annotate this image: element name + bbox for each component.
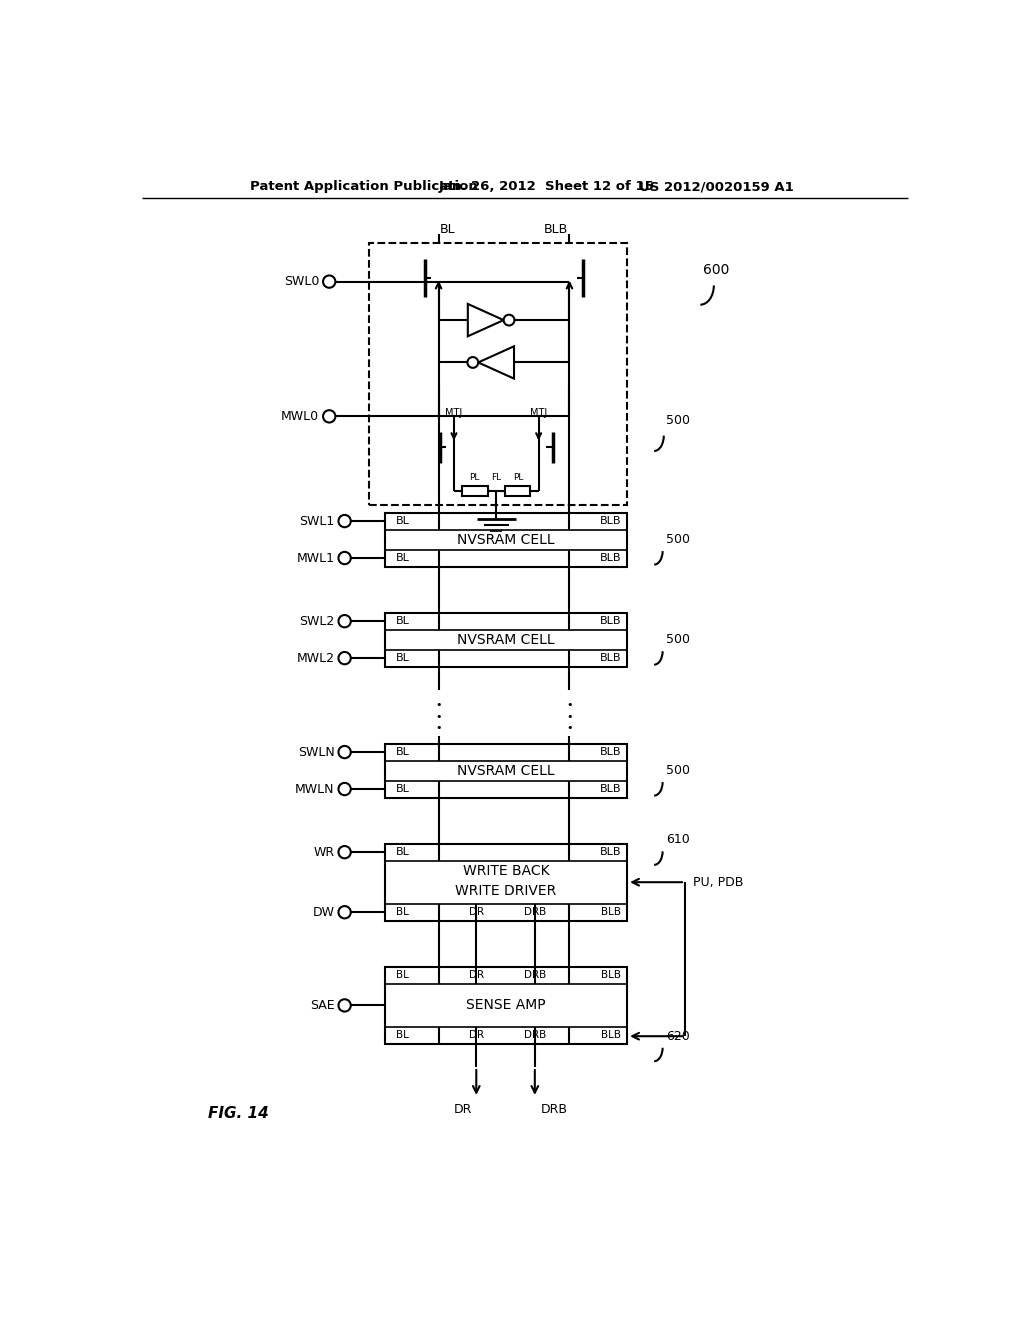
Text: BLB: BLB (544, 223, 568, 236)
Text: SWL0: SWL0 (284, 275, 319, 288)
Text: SWL2: SWL2 (299, 615, 335, 628)
Text: BLB: BLB (599, 616, 621, 626)
Text: •: • (566, 723, 572, 733)
Text: PL: PL (470, 473, 480, 482)
Text: MWL0: MWL0 (281, 409, 319, 422)
Text: BLB: BLB (599, 516, 621, 527)
Text: BLB: BLB (599, 784, 621, 795)
Text: MWL2: MWL2 (297, 652, 335, 665)
Text: •: • (566, 711, 572, 722)
Text: 610: 610 (666, 833, 689, 846)
Text: 500: 500 (666, 413, 690, 426)
Text: BLB: BLB (599, 747, 621, 758)
Text: BLB: BLB (601, 970, 621, 981)
Text: WRITE DRIVER: WRITE DRIVER (456, 884, 557, 899)
Text: SENSE AMP: SENSE AMP (466, 998, 546, 1012)
Text: Patent Application Publication: Patent Application Publication (250, 181, 477, 194)
Text: BL: BL (396, 616, 410, 626)
Text: BLB: BLB (599, 847, 621, 857)
Text: BLB: BLB (599, 553, 621, 564)
Text: DRB: DRB (524, 907, 546, 917)
Text: DW: DW (312, 906, 335, 919)
Text: 500: 500 (666, 634, 690, 647)
Text: BL: BL (396, 784, 410, 795)
Text: •: • (566, 700, 572, 710)
Text: DRB: DRB (524, 970, 546, 981)
Text: SWL1: SWL1 (299, 515, 335, 528)
Text: MWL1: MWL1 (297, 552, 335, 565)
Text: •: • (435, 723, 441, 733)
Bar (385, 966, 628, 1044)
Text: BLB: BLB (601, 1031, 621, 1040)
Text: 620: 620 (666, 1030, 689, 1043)
Text: DR: DR (469, 1031, 484, 1040)
Text: MWLN: MWLN (295, 783, 335, 796)
Text: DRB: DRB (541, 1102, 568, 1115)
Text: BL: BL (396, 516, 410, 527)
Text: BL: BL (396, 847, 410, 857)
Bar (463, 486, 487, 496)
Text: PU, PDB: PU, PDB (692, 875, 743, 888)
Text: •: • (435, 700, 441, 710)
Text: •: • (435, 711, 441, 722)
Text: BL: BL (440, 223, 456, 236)
Text: 500: 500 (666, 533, 690, 546)
Text: NVSRAM CELL: NVSRAM CELL (457, 532, 555, 546)
Text: BL: BL (396, 653, 410, 663)
Text: NVSRAM CELL: NVSRAM CELL (457, 763, 555, 777)
Text: MTJ: MTJ (445, 408, 463, 417)
Text: BL: BL (396, 553, 410, 564)
Text: WR: WR (313, 846, 335, 859)
Text: 500: 500 (666, 764, 690, 777)
Bar (385, 843, 628, 921)
Text: MTJ: MTJ (530, 408, 547, 417)
Text: 600: 600 (702, 263, 729, 277)
Text: BL: BL (396, 907, 409, 917)
Text: FIG. 14: FIG. 14 (208, 1106, 268, 1121)
Text: SWLN: SWLN (298, 746, 335, 759)
Text: PL: PL (513, 473, 523, 482)
Text: BL: BL (396, 970, 409, 981)
Bar (505, 486, 530, 496)
Bar (370, 243, 628, 506)
Text: BLB: BLB (601, 907, 621, 917)
Text: US 2012/0020159 A1: US 2012/0020159 A1 (639, 181, 794, 194)
Text: NVSRAM CELL: NVSRAM CELL (457, 632, 555, 647)
Bar (385, 612, 628, 667)
Text: BL: BL (396, 747, 410, 758)
Text: DR: DR (469, 907, 484, 917)
Text: DRB: DRB (524, 1031, 546, 1040)
Text: BLB: BLB (599, 653, 621, 663)
Text: SAE: SAE (310, 999, 335, 1012)
Bar (385, 512, 628, 566)
Bar (385, 743, 628, 797)
Text: DR: DR (454, 1102, 472, 1115)
Text: DR: DR (469, 970, 484, 981)
Text: BL: BL (396, 1031, 409, 1040)
Text: FL: FL (492, 473, 502, 482)
Text: WRITE BACK: WRITE BACK (463, 863, 549, 878)
Text: Jan. 26, 2012  Sheet 12 of 15: Jan. 26, 2012 Sheet 12 of 15 (438, 181, 654, 194)
